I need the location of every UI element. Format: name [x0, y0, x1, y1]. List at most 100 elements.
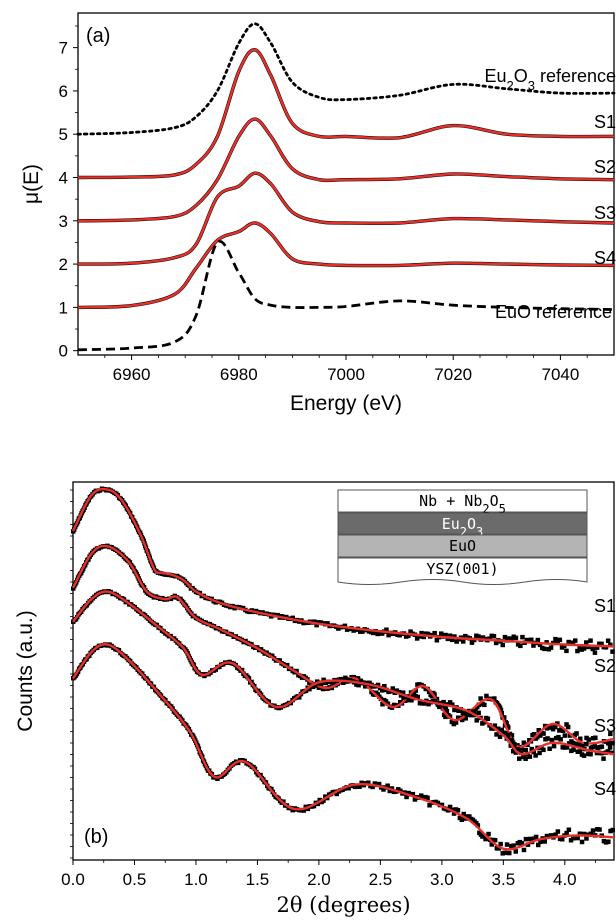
data-point — [419, 630, 424, 636]
data-point — [494, 732, 499, 737]
data-point — [478, 696, 483, 701]
data-point — [605, 638, 611, 643]
series-label-s2: S2 — [594, 157, 616, 177]
data-point — [334, 791, 339, 797]
data-point — [549, 737, 555, 743]
data-point — [505, 732, 511, 738]
data-point — [567, 741, 572, 746]
data-curve-s1 — [77, 48, 615, 180]
data-point — [470, 709, 476, 714]
data-point — [538, 733, 543, 738]
data-point — [297, 695, 302, 700]
data-point — [584, 836, 589, 841]
data-point — [571, 747, 576, 752]
data-point — [509, 738, 515, 743]
data-point — [515, 747, 520, 752]
data-point — [511, 749, 516, 754]
data-point — [427, 803, 432, 808]
data-point — [499, 727, 504, 733]
x-tick-label-a: 6960 — [113, 365, 151, 384]
data-point — [357, 784, 362, 789]
data-point — [311, 803, 317, 809]
data-point — [375, 692, 380, 697]
data-point — [594, 645, 600, 650]
data-point — [468, 712, 474, 718]
data-point — [341, 680, 346, 685]
data-point — [558, 737, 563, 742]
x-tick-label-b: 4.0 — [553, 870, 577, 889]
data-point — [531, 749, 536, 755]
data-point — [577, 644, 582, 650]
data-point — [527, 836, 533, 842]
data-point — [592, 744, 598, 749]
data-point — [497, 734, 503, 739]
data-point — [484, 836, 490, 841]
x-tick-label-b: 1.5 — [246, 870, 270, 889]
data-point — [553, 724, 558, 730]
data-point — [474, 718, 479, 723]
panel-label-b: (b) — [84, 826, 108, 848]
data-point — [608, 642, 613, 648]
data-point — [513, 635, 519, 641]
data-point — [502, 850, 508, 856]
data-point — [557, 637, 563, 643]
data-point — [519, 746, 524, 751]
data-point — [578, 736, 583, 741]
inset-layer-2 — [337, 534, 588, 558]
data-point — [564, 745, 570, 750]
data-point — [548, 645, 554, 650]
data-point — [489, 842, 494, 847]
x-tick-label-b: 2.5 — [369, 870, 393, 889]
data-point — [555, 829, 561, 834]
data-point — [277, 658, 282, 663]
data-point — [284, 662, 290, 668]
data-point — [321, 677, 326, 683]
data-point — [482, 702, 487, 708]
x-tick-label-b: 0.5 — [123, 870, 147, 889]
data-point — [531, 732, 537, 737]
data-point — [521, 740, 527, 745]
data-point — [481, 833, 487, 839]
data-point — [275, 612, 280, 618]
inset-layer-1 — [337, 512, 588, 535]
data-point — [542, 646, 547, 652]
data-point — [432, 692, 437, 697]
data-point — [575, 648, 580, 654]
data-point — [535, 734, 540, 740]
data-point — [584, 640, 589, 645]
data-point — [443, 704, 449, 710]
data-point — [380, 688, 385, 693]
data-point — [588, 638, 593, 643]
data-point — [545, 736, 550, 741]
data-point — [467, 814, 472, 819]
data-point — [573, 741, 578, 747]
data-point — [484, 693, 489, 699]
data-point — [523, 756, 528, 761]
data-point — [537, 750, 542, 756]
data-point — [610, 827, 615, 833]
data-point — [581, 753, 587, 758]
data-point — [383, 699, 389, 704]
series-label-euo-reference: EuO reference — [495, 302, 612, 322]
data-point — [506, 725, 511, 730]
data-point — [588, 752, 593, 757]
data-point — [542, 839, 547, 844]
data-point — [551, 743, 557, 749]
x-tick-label-b: 3.0 — [430, 870, 454, 889]
data-point — [582, 831, 587, 837]
data-point — [541, 731, 546, 736]
data-point — [592, 650, 598, 655]
data-point — [447, 700, 453, 705]
data-point — [576, 742, 581, 747]
y-tick-label-a: 5 — [59, 125, 68, 144]
data-point — [518, 643, 523, 649]
data-point — [593, 735, 598, 740]
data-point — [577, 831, 583, 836]
data-point — [359, 780, 364, 786]
data-point — [487, 636, 492, 641]
data-point — [564, 722, 569, 727]
data-point — [536, 842, 541, 848]
data-point — [461, 639, 466, 644]
